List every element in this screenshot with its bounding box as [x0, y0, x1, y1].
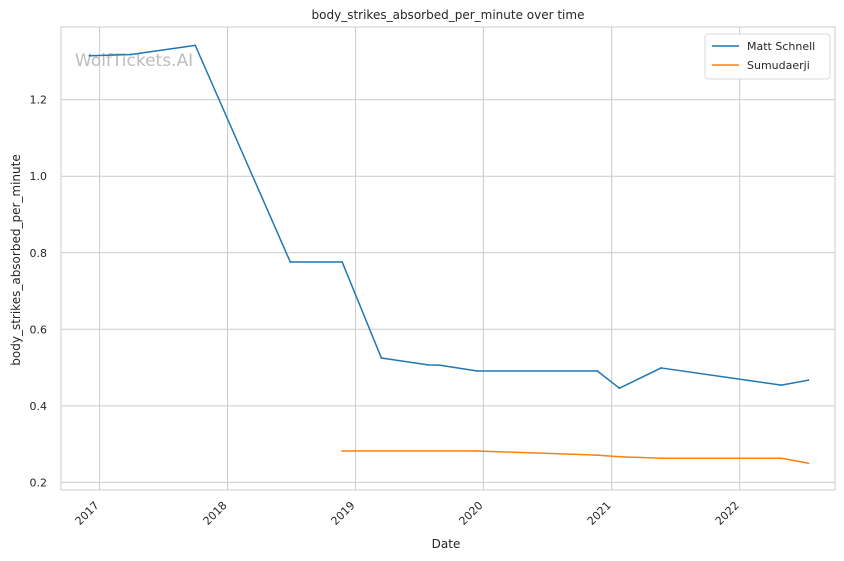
y-tick-labels: 0.2 0.4 0.6 0.8 1.0 1.2	[30, 94, 48, 490]
y-tick-label: 0.6	[30, 323, 48, 336]
data-point	[476, 370, 478, 372]
data-point	[807, 462, 810, 465]
y-tick-label: 1.0	[30, 170, 48, 183]
data-point	[289, 261, 292, 263]
plot-area-frame	[60, 26, 836, 491]
data-point	[807, 379, 810, 382]
data-point	[427, 363, 429, 366]
series-lines	[88, 44, 810, 465]
data-point	[439, 364, 442, 367]
data-point	[341, 261, 344, 263]
y-tick-label: 0.2	[30, 476, 48, 489]
legend-items: Matt Schnell Sumudaerji	[712, 40, 815, 72]
y-tick-label: 0.8	[30, 247, 48, 260]
y-tick-label: 0.4	[30, 400, 48, 413]
gridlines	[61, 27, 835, 490]
legend: Matt Schnell Sumudaerji	[704, 33, 831, 80]
series-line-matt-schnell	[89, 44, 809, 389]
data-point	[130, 53, 133, 56]
y-tick-label: 1.2	[30, 94, 48, 107]
chart-title: body_strikes_absorbed_per_minute over ti…	[312, 8, 585, 22]
data-point	[476, 450, 478, 452]
x-axis-label: Date	[432, 537, 461, 551]
data-point	[780, 457, 783, 460]
data-point	[380, 357, 383, 359]
data-point	[194, 44, 197, 47]
data-point	[660, 367, 663, 369]
data-point	[88, 54, 91, 57]
legend-label: Sumudaerji	[747, 59, 810, 72]
data-point	[596, 370, 599, 372]
data-point	[341, 450, 344, 452]
data-point	[596, 454, 599, 457]
data-point	[618, 387, 621, 390]
legend-label: Matt Schnell	[747, 40, 815, 53]
data-point	[660, 457, 663, 460]
data-point	[618, 455, 621, 458]
data-point	[780, 384, 783, 387]
y-axis-label: body_strikes_absorbed_per_minute	[9, 154, 23, 365]
